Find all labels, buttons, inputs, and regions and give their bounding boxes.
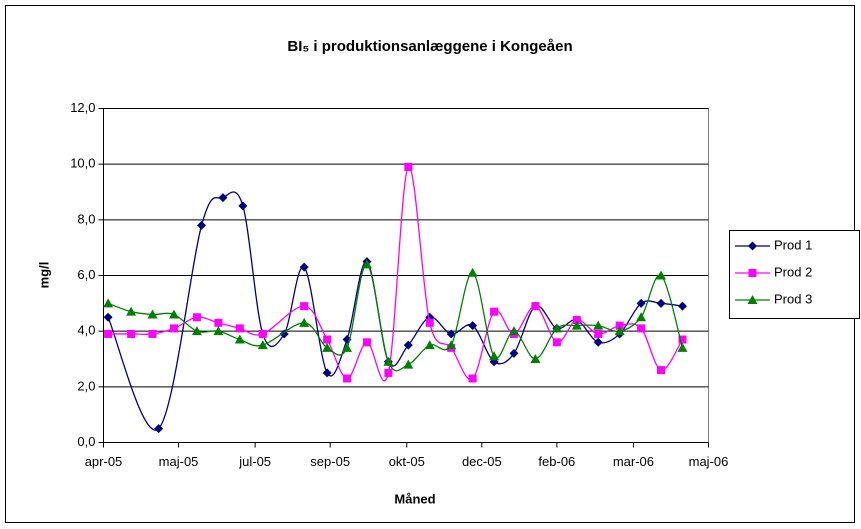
legend-marker [747, 295, 758, 304]
y-tick-label: 8,0 [77, 211, 95, 226]
marker [323, 335, 332, 344]
y-tick-label: 12,0 [70, 100, 95, 115]
chart-title: BI₅ i produktionsanlæggene i Kongeåen [287, 38, 572, 55]
marker [424, 340, 435, 350]
marker [593, 337, 603, 347]
x-tick-label: dec-05 [462, 454, 502, 469]
marker [299, 317, 310, 327]
y-tick-label: 0,0 [77, 434, 95, 449]
marker [191, 326, 202, 336]
marker [361, 259, 372, 269]
y-tick-label: 4,0 [77, 323, 95, 338]
marker [104, 329, 113, 338]
marker [636, 298, 646, 308]
marker [446, 329, 456, 339]
marker [490, 307, 499, 316]
marker [489, 351, 500, 361]
y-tick-label: 2,0 [77, 378, 95, 393]
marker [403, 359, 414, 369]
marker [126, 306, 137, 316]
y-tick-label: 10,0 [70, 156, 95, 171]
marker [169, 324, 178, 333]
y-tick-label: 6,0 [77, 267, 95, 282]
marker [213, 326, 224, 336]
marker [257, 340, 268, 350]
marker [446, 340, 457, 350]
marker [214, 318, 223, 327]
marker [238, 201, 248, 211]
x-tick-label: okt-05 [389, 454, 425, 469]
marker [468, 374, 477, 383]
marker [678, 335, 687, 344]
marker [468, 321, 478, 331]
marker [404, 162, 413, 171]
marker [258, 329, 267, 338]
marker [615, 321, 624, 330]
marker [218, 193, 228, 203]
marker [531, 302, 540, 311]
marker [677, 301, 687, 311]
marker [197, 220, 207, 230]
marker [636, 312, 647, 322]
marker [300, 302, 309, 311]
legend-marker [748, 241, 757, 251]
marker [103, 312, 113, 322]
legend-marker [748, 269, 757, 277]
x-axis-title: Måned [394, 491, 435, 506]
marker [342, 342, 353, 352]
marker [614, 326, 625, 336]
marker [656, 298, 666, 308]
marker [148, 329, 157, 338]
marker [235, 324, 244, 333]
marker [343, 374, 352, 383]
marker [551, 323, 562, 333]
marker [508, 326, 519, 336]
marker [192, 313, 201, 322]
marker [384, 368, 393, 377]
marker [299, 262, 309, 272]
marker [425, 318, 434, 327]
marker [467, 267, 478, 277]
marker [552, 338, 561, 347]
marker [572, 316, 581, 325]
legend-label: Prod 3 [774, 291, 812, 306]
marker [530, 354, 541, 363]
x-tick-label: sep-05 [310, 454, 350, 469]
marker [154, 424, 164, 434]
marker [322, 368, 332, 378]
marker [168, 309, 179, 319]
marker [509, 348, 519, 358]
marker [279, 329, 289, 339]
marker [403, 340, 413, 350]
marker [593, 320, 604, 330]
marker [677, 342, 688, 352]
marker [637, 324, 646, 333]
x-tick-label: feb-06 [538, 454, 575, 469]
marker [362, 338, 371, 347]
marker [657, 366, 666, 375]
x-tick-label: maj-05 [159, 454, 199, 469]
y-axis-title: mg/l [36, 262, 51, 289]
marker [322, 342, 333, 352]
legend-label: Prod 1 [774, 237, 812, 252]
x-tick-label: apr-05 [85, 454, 123, 469]
x-tick-label: jul-05 [238, 454, 271, 469]
marker [127, 329, 136, 338]
marker [594, 329, 603, 338]
x-tick-label: mar-06 [613, 454, 654, 469]
marker [383, 356, 394, 366]
marker [103, 298, 114, 308]
marker [147, 309, 158, 319]
marker [571, 320, 582, 330]
x-tick-label: maj-06 [689, 454, 729, 469]
marker [234, 334, 245, 344]
marker [656, 270, 667, 280]
legend-label: Prod 2 [774, 264, 812, 279]
